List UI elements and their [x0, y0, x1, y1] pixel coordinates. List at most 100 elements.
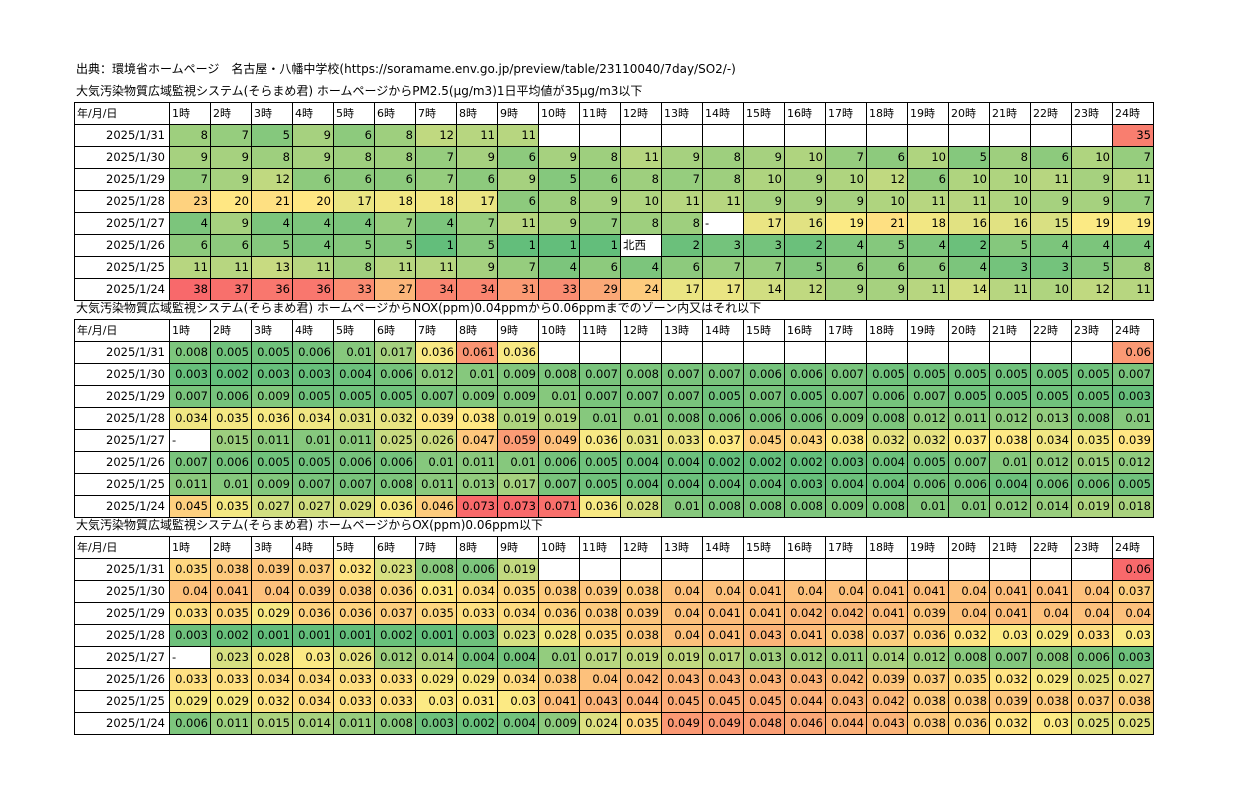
hour-column-header: 4時	[292, 102, 334, 125]
date-cell: 2025/1/29	[74, 385, 170, 408]
value-cell: 7	[579, 212, 621, 235]
value-cell: 0.006	[866, 385, 908, 408]
value-cell: 0.004	[620, 451, 662, 474]
value-cell: 0.008	[784, 495, 826, 518]
value-cell: 0.009	[825, 407, 867, 430]
value-cell: 0.003	[1112, 646, 1154, 669]
value-cell	[538, 124, 580, 147]
value-cell: 0.036	[374, 495, 416, 518]
value-cell: 0.002	[210, 363, 252, 386]
value-cell: 0.037	[866, 624, 908, 647]
value-cell: 0.042	[825, 602, 867, 625]
value-cell: 0.006	[210, 451, 252, 474]
hour-column-header: 18時	[866, 319, 908, 342]
hour-column-header: 12時	[620, 536, 662, 559]
value-cell: 7	[210, 124, 252, 147]
value-cell: 0.028	[251, 646, 293, 669]
hour-column-header: 11時	[579, 536, 621, 559]
value-cell: 0.005	[579, 473, 621, 496]
value-cell: 0.032	[333, 558, 375, 581]
table-row: 2025/1/27-0.023 0.028 0.03 0.026 0.012 0.014 0…	[74, 646, 1154, 669]
value-cell: 0.019	[497, 407, 539, 430]
value-cell: 0.007	[989, 646, 1031, 669]
value-cell: 6	[866, 146, 908, 169]
value-cell: 0.041	[907, 580, 949, 603]
value-cell: 0.029	[333, 495, 375, 518]
value-cell: 0.044	[784, 690, 826, 713]
value-cell: 37	[210, 278, 252, 301]
value-cell: 8	[702, 168, 744, 191]
value-cell: 0.005	[1030, 363, 1072, 386]
hour-column-header: 9時	[497, 536, 539, 559]
hour-column-header: 11時	[579, 102, 621, 125]
value-cell: 1	[415, 234, 457, 257]
value-cell: 0.005	[989, 363, 1031, 386]
value-cell: 0.008	[661, 407, 703, 430]
hour-column-header: 24時	[1112, 319, 1154, 342]
date-cell: 2025/1/27	[74, 429, 170, 452]
value-cell: 7	[661, 168, 703, 191]
value-cell: 0.041	[989, 580, 1031, 603]
value-cell: 7	[374, 212, 416, 235]
value-cell: 19	[1071, 212, 1113, 235]
hour-column-header: 12時	[620, 102, 662, 125]
table-row: 2025/1/29 7 9 12 6 6 6 7 6 9 5 6 8 7 8 10 9 10 12 6 10 10 11 9 1…	[74, 168, 1154, 191]
value-cell: 0.014	[866, 646, 908, 669]
value-cell: 0.003	[825, 451, 867, 474]
value-cell: 0.019	[1071, 495, 1113, 518]
value-cell: 0.043	[661, 668, 703, 691]
value-cell: 9	[743, 190, 785, 213]
value-cell: 8	[333, 146, 375, 169]
value-cell: 0.03	[1112, 624, 1154, 647]
value-cell	[907, 558, 949, 581]
value-cell: 0.01	[333, 341, 375, 364]
value-cell: 0.004	[456, 646, 498, 669]
value-cell: 7	[456, 212, 498, 235]
value-cell: 6	[292, 168, 334, 191]
value-cell: 0.034	[251, 668, 293, 691]
value-cell: 0.005	[292, 385, 334, 408]
value-cell: 33	[333, 278, 375, 301]
value-cell: 0.007	[907, 385, 949, 408]
date-cell: 2025/1/25	[74, 473, 170, 496]
value-cell: 0.005	[1071, 363, 1113, 386]
value-cell: 9	[825, 278, 867, 301]
value-cell: 34	[415, 278, 457, 301]
value-cell: 7	[497, 256, 539, 279]
value-cell: 17	[456, 190, 498, 213]
value-cell: 5	[456, 234, 498, 257]
value-cell: 10	[1030, 278, 1072, 301]
value-cell: 0.024	[579, 712, 621, 735]
value-cell: 8	[251, 146, 293, 169]
hour-column-header: 23時	[1071, 102, 1113, 125]
value-cell: 0.005	[292, 451, 334, 474]
value-cell: 0.029	[415, 668, 457, 691]
value-cell: 0.036	[907, 624, 949, 647]
table-row: 2025/1/29 0.033 0.035 0.029 0.036 0.036 0.037 0…	[74, 602, 1154, 625]
value-cell: 0.019	[538, 407, 580, 430]
value-cell: 9	[784, 168, 826, 191]
value-cell: 0.043	[743, 624, 785, 647]
value-cell: 10	[989, 168, 1031, 191]
hour-column-header: 1時	[169, 536, 211, 559]
table-row: 2025/1/28 0.034 0.035 0.036 0.034 0.031 0.032 0…	[74, 407, 1154, 430]
value-cell: 23	[169, 190, 211, 213]
value-cell: 5	[1071, 256, 1113, 279]
value-cell: 0.006	[1071, 646, 1113, 669]
value-cell: 0.038	[538, 668, 580, 691]
value-cell: 17	[333, 190, 375, 213]
value-cell: 0.039	[251, 558, 293, 581]
value-cell: 0.041	[210, 580, 252, 603]
value-cell: 4	[825, 234, 867, 257]
value-cell: 16	[784, 212, 826, 235]
value-cell: 0.031	[333, 407, 375, 430]
value-cell: 0.003	[415, 712, 457, 735]
value-cell: 0.008	[702, 495, 744, 518]
value-cell	[907, 341, 949, 364]
value-cell: 0.011	[415, 473, 457, 496]
value-cell: 0.006	[292, 341, 334, 364]
value-cell: 2	[948, 234, 990, 257]
value-cell: 0.006	[374, 451, 416, 474]
value-cell: 0.023	[497, 624, 539, 647]
value-cell: 0.027	[251, 495, 293, 518]
